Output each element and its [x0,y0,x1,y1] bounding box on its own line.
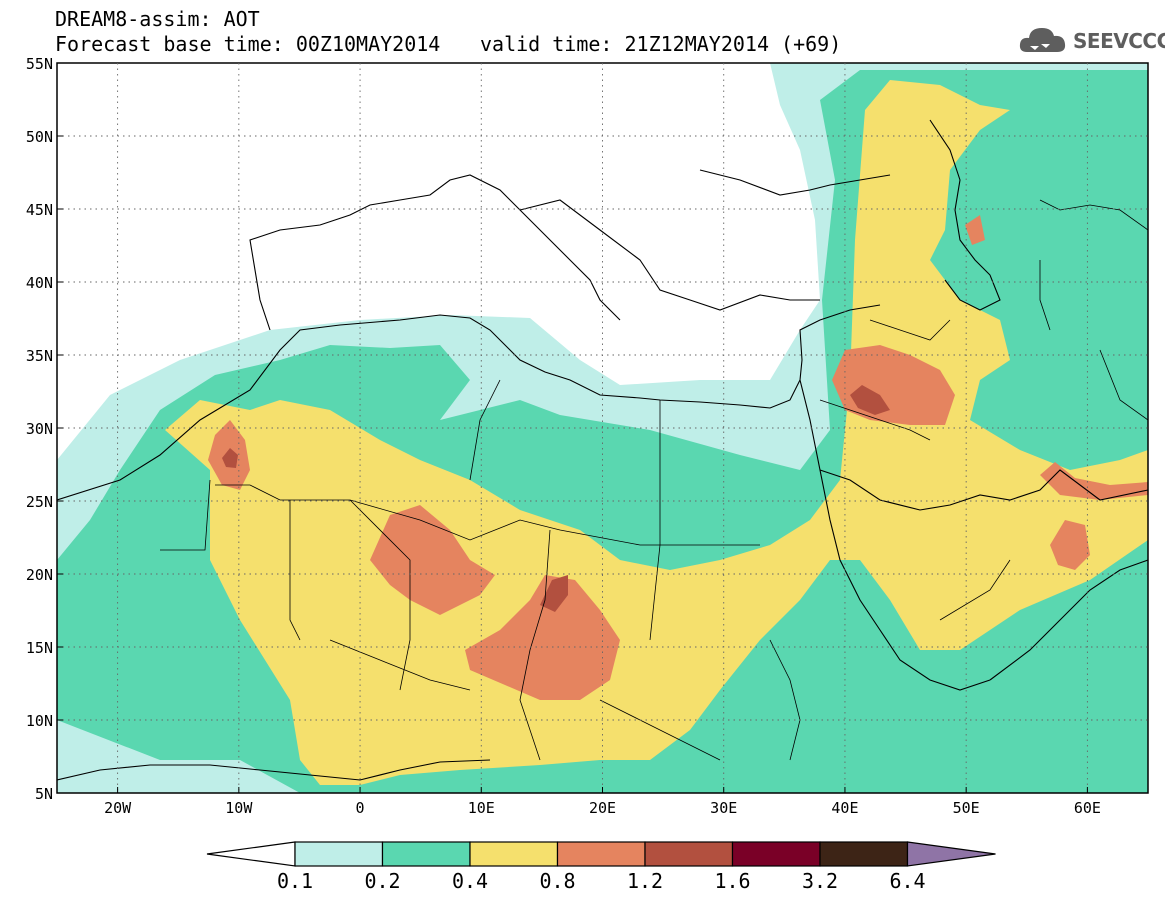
lat-label: 10N [26,712,53,730]
chart-title: DREAM8-assim: AOT [55,7,260,31]
colorbar-tick-label: 0.1 [277,869,313,893]
lat-label: 55N [26,55,53,73]
forecast-base-time: Forecast base time: 00Z10MAY2014 [55,32,441,56]
colorbar-tick-label: 3.2 [802,869,838,893]
colorbar-tick-label: 1.6 [714,869,750,893]
lat-label: 30N [26,420,53,438]
lon-label: 20E [589,799,616,817]
lat-label: 15N [26,639,53,657]
aot-level-0.4 [165,80,1148,785]
lon-label: 30E [710,799,737,817]
lat-label: 45N [26,201,53,219]
lat-label: 25N [26,493,53,511]
valid-time: valid time: 21Z12MAY2014 (+69) [480,32,842,56]
colorbar-box [469,841,559,867]
aot-level-0.8-sahel [465,575,620,700]
colorbar-tick-label: 1.2 [627,869,663,893]
aot-level-1.2-morocco [222,448,238,468]
lon-label: 10E [468,799,495,817]
colorbar-box [294,841,384,867]
aot-level-0.8-oman [1050,520,1090,570]
lon-label: 40E [831,799,858,817]
colorbar-tick-label: 0.4 [452,869,488,893]
seevccc-logo: SEEVCCC [1017,22,1165,58]
graticule [57,63,1148,793]
colorbar-tick-label: 6.4 [889,869,925,893]
aot-level-1.2-iraq [850,385,890,415]
cloud-logo-icon [1019,28,1066,52]
aot-level-0.8-caspian [965,215,985,245]
colorbar-tick-label: 0.2 [364,869,400,893]
lon-label: 0 [356,799,365,817]
colorbar-box [731,841,821,867]
lat-label: 50N [26,128,53,146]
aot-level-0.8-gulf [1040,462,1148,500]
lon-label: 50E [953,799,980,817]
colorbar-box [644,841,734,867]
country-borders [160,199,1148,761]
colorbar-box [556,841,646,867]
aot-level-0.8-sahara-north [370,505,495,615]
lon-label: 20W [104,799,132,817]
colorbar-box [381,841,471,867]
aot-level-1.2-sahel [540,575,568,612]
colorbar-under-triangle [206,841,296,867]
latitude-labels: 55N 50N 45N 40N 35N 30N 25N 20N 15N 10N 5N [26,55,63,803]
lat-label: 5N [35,785,53,803]
lat-label: 40N [26,274,53,292]
coastlines [57,119,1148,781]
colorbar-over-triangle [906,841,996,867]
colorbar-tick-label: 0.8 [539,869,575,893]
lon-label: 60E [1074,799,1101,817]
colorbar: 0.1 0.2 0.4 0.8 1.2 1.6 3.2 6.4 [206,841,996,893]
logo-text: SEEVCCC [1073,29,1165,53]
longitude-labels: 20W 10W 0 10E 20E 30E 40E 50E 60E [104,787,1101,817]
colorbar-box [819,841,909,867]
lon-label: 10W [225,799,253,817]
lat-label: 35N [26,347,53,365]
lat-label: 20N [26,566,53,584]
